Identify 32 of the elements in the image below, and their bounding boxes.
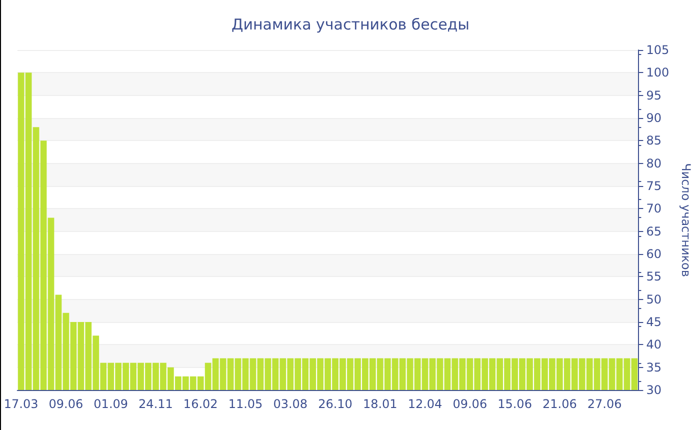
x-tick-label: 27.06 xyxy=(587,397,622,411)
y-tick-label: 65 xyxy=(646,224,662,238)
x-tick-label: 03.08 xyxy=(273,397,308,411)
x-tick-label: 24.11 xyxy=(138,397,173,411)
y-tick-label: 45 xyxy=(646,315,662,329)
x-tick-label: 09.06 xyxy=(452,397,488,411)
y-tick-label: 90 xyxy=(646,111,662,125)
x-tick-label: 11.05 xyxy=(228,397,263,411)
x-tick-label: 01.09 xyxy=(94,397,128,411)
x-tick-label: 26.10 xyxy=(318,397,352,411)
y-tick-label: 70 xyxy=(646,202,662,216)
y-tick-label: 60 xyxy=(646,247,662,261)
y-tick-label: 85 xyxy=(646,134,662,148)
x-tick-label: 12.04 xyxy=(408,397,442,411)
y-tick-label: 75 xyxy=(646,179,662,193)
y-tick-label: 105 xyxy=(646,43,670,57)
y-tick-label: 100 xyxy=(646,66,670,80)
x-tick-label: 15.06 xyxy=(498,397,532,411)
y-tick-label: 50 xyxy=(646,292,662,306)
x-tick-label: 18.01 xyxy=(362,397,398,411)
y-tick-label: 55 xyxy=(646,270,662,284)
x-tick-label: 21.06 xyxy=(542,397,577,411)
y-tick-label: 40 xyxy=(646,338,662,352)
y-tick-label: 95 xyxy=(646,88,662,102)
y-tick-label: 30 xyxy=(646,383,662,397)
y-axis-title: Число участников xyxy=(679,163,693,277)
x-tick-label: 09.06 xyxy=(48,397,84,411)
y-tick-label: 35 xyxy=(646,360,662,374)
x-tick-label: 17.03 xyxy=(4,397,38,411)
y-tick-label: 80 xyxy=(646,156,662,170)
x-tick-label: 16.02 xyxy=(183,397,218,411)
chart-title: Динамика участников беседы xyxy=(231,16,470,34)
